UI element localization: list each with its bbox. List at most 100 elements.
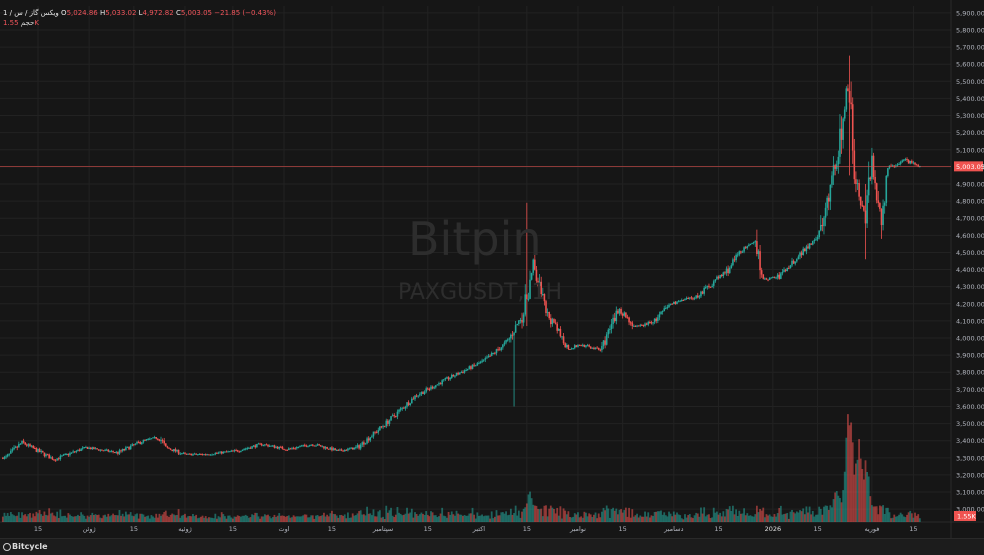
volume-bar [479,515,482,522]
candle-body [781,272,784,274]
candle-body [125,447,127,451]
ohlc-legend: 1 / ویکس گاز / س O5,024.86 H5,033.02 L4,… [3,9,276,17]
candle-body [97,449,100,451]
y-tick-label: 4,400.00 [956,266,984,274]
candle-body [784,269,787,271]
candle-body [877,200,880,204]
volume-bar [548,508,551,522]
volume-bar [850,422,853,522]
volume-bar [172,514,175,522]
candle-body [78,449,81,451]
candle-body [455,372,458,376]
volume-bar [656,511,659,522]
candle-body [805,246,808,252]
candle-body [107,449,110,452]
candle-body [208,454,210,456]
volume-bar [370,515,373,522]
volume-bar [93,514,95,522]
candle-body [596,347,598,349]
candle-body [450,374,453,379]
candle-body [388,420,391,424]
volume-bar [893,514,896,522]
volume-bar [907,512,910,522]
volume-bar [621,512,624,522]
candle-body [470,366,472,369]
volume-bar [353,515,356,522]
candle-body [911,160,913,163]
candle-body [888,165,891,169]
candle-body [406,402,408,407]
candle-body [109,451,111,453]
candle-body [351,447,354,450]
volume-bar [877,514,880,522]
candle-body [46,454,49,456]
volume-bar [572,516,575,522]
volume-bar [319,515,322,522]
volume-bar [219,517,222,522]
candle-body [172,449,175,452]
volume-bar [805,506,808,522]
candle-body [195,453,197,455]
volume-bar [498,515,501,522]
volume-bar [878,505,881,522]
volume-bar [811,510,814,522]
candle-body [41,451,44,453]
volume-bar [3,512,6,522]
volume-bar [49,513,52,522]
candle-body [139,442,142,444]
volume-bar [655,511,658,522]
volume-bar [188,515,191,522]
candle-body [682,300,685,302]
candle-body [719,274,721,279]
candle-body [187,453,189,455]
candle-body [446,377,448,379]
volume-bar [779,505,782,522]
candle-body [585,345,587,347]
volume-bar [749,515,752,522]
volume-bar [185,517,188,522]
candle-body [880,208,883,226]
volume-bar [831,507,833,522]
volume-bar [768,514,771,522]
volume-bar [263,514,266,522]
volume-bar [829,505,832,522]
candle-body [353,447,356,450]
candle-body [458,372,461,375]
volume-bar [254,512,257,522]
candle-body [319,445,322,447]
volume-bar [94,514,97,522]
volume-bar [730,510,733,522]
candle-body [442,379,445,381]
candle-body [772,276,774,278]
volume-bar [153,517,156,522]
volume-bar [511,514,514,522]
candle-body [160,440,162,442]
candle-body [692,298,694,300]
volume-bar [406,507,408,522]
volume-bar [227,515,230,522]
volume-bar [899,512,902,522]
candle-body [288,448,290,450]
candle-body [318,444,320,446]
volume-bar [634,515,637,522]
volume-bar [332,513,335,522]
volume-bar [337,517,340,522]
volume-bar [391,515,394,522]
candle-body [725,268,728,274]
volume-bar [238,516,241,522]
y-tick-label: 4,900.00 [956,180,984,188]
candle-body [209,454,212,456]
volume-bar [209,517,212,522]
candle-body [465,369,467,371]
volume-bar [1,516,4,522]
candle-body [217,452,220,454]
candle-body [372,431,375,437]
candle-body [915,164,918,166]
candle-body [168,447,170,449]
volume-bar [636,513,638,522]
candle-body [126,446,129,448]
candle-body [152,437,154,439]
volume-bar [882,505,884,522]
volume-bar [315,515,317,522]
